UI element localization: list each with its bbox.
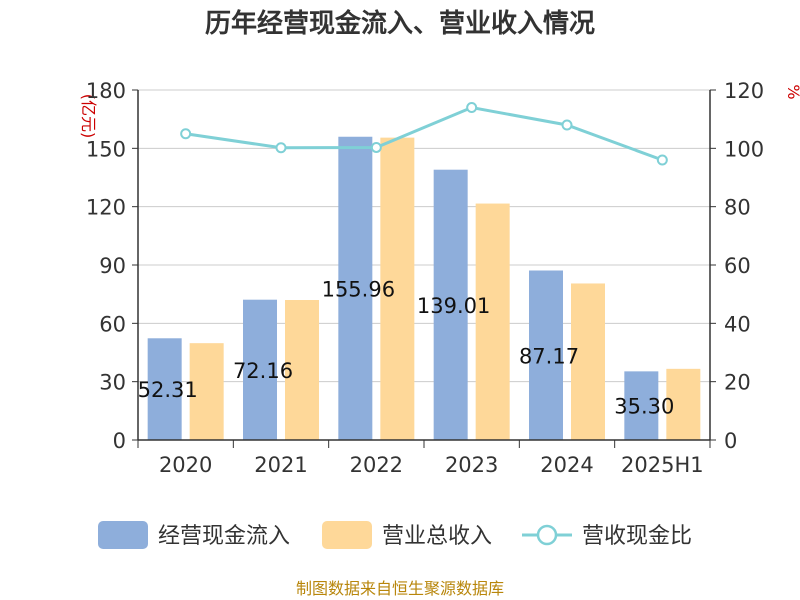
right-tick-label: 80 (724, 196, 751, 220)
grid-layer (138, 89, 710, 383)
data-label: 52.31 (138, 378, 198, 402)
right-tick-label: 60 (724, 254, 751, 278)
data-label: 139.01 (417, 294, 490, 318)
bar-cash-inflow (529, 270, 563, 440)
legend-label-cash-inflow: 经营现金流入 (158, 524, 290, 549)
x-tick-label: 2020 (159, 453, 212, 477)
ratio-point (180, 128, 192, 140)
left-tick-label: 120 (86, 196, 126, 220)
legend-swatch-ratio-marker (536, 524, 558, 546)
bars-layer (147, 136, 701, 441)
bar-cash-inflow (338, 136, 373, 440)
data-label: 72.16 (233, 359, 293, 383)
legend-swatch-revenue (322, 521, 372, 549)
right-tick-label: 40 (724, 312, 751, 336)
right-tick-label: 120 (724, 79, 764, 103)
bar-revenue (189, 343, 224, 440)
bar-revenue (475, 203, 510, 440)
ratio-point (275, 142, 287, 154)
x-tick-label: 2021 (254, 453, 307, 477)
x-tick-label: 2024 (540, 453, 593, 477)
bar-revenue (380, 137, 415, 440)
left-tick-label: 0 (113, 429, 126, 453)
data-label: 35.30 (614, 395, 674, 419)
axis-layer: 0 30 60 90 120 150 180 0 20 40 60 80 100 120 2020 2021 2… (86, 79, 764, 477)
x-tick-label: 2022 (350, 453, 403, 477)
left-tick-label: 90 (99, 254, 126, 278)
right-tick-label: 100 (724, 137, 764, 161)
x-tick-label: 2025H1 (621, 453, 704, 477)
ratio-point (656, 154, 668, 166)
bar-revenue (666, 368, 701, 440)
right-tick-label: 0 (724, 429, 737, 453)
bar-revenue (285, 300, 319, 440)
ratio-point (561, 119, 573, 131)
left-tick-label: 180 (86, 79, 126, 103)
data-label: 155.96 (322, 277, 395, 301)
right-axis-unit: % (784, 84, 800, 99)
right-tick-label: 20 (724, 371, 751, 395)
ratio-line (185, 105, 663, 162)
ratio-point (370, 141, 382, 153)
bar-cash-inflow (433, 169, 468, 441)
data-label: 87.17 (519, 344, 579, 368)
left-tick-label: 30 (99, 371, 126, 395)
bar-cash-inflow (147, 338, 182, 440)
bar-cash-inflow (624, 371, 659, 440)
legend-label-ratio: 营收现金比 (582, 524, 692, 549)
left-axis-unit: (亿元) (79, 94, 98, 139)
line-layer (180, 102, 668, 166)
source-note: 制图数据来自恒生聚源数据库 (296, 579, 504, 598)
data-labels-layer: 52.31 72.16 155.96 139.01 87.17 35.30 (138, 277, 675, 418)
chart-title: 历年经营现金流入、营业收入情况 (205, 8, 595, 39)
bar-revenue (571, 283, 605, 440)
legend: 经营现金流入 营业总收入 营收现金比 (98, 521, 692, 549)
bar-cash-inflow (243, 299, 277, 440)
left-tick-label: 60 (99, 312, 126, 336)
legend-label-revenue: 营业总收入 (382, 524, 492, 549)
x-tick-label: 2023 (445, 453, 498, 477)
left-tick-label: 150 (86, 137, 126, 161)
legend-swatch-cash-inflow (98, 521, 148, 549)
ratio-point (466, 102, 478, 113)
